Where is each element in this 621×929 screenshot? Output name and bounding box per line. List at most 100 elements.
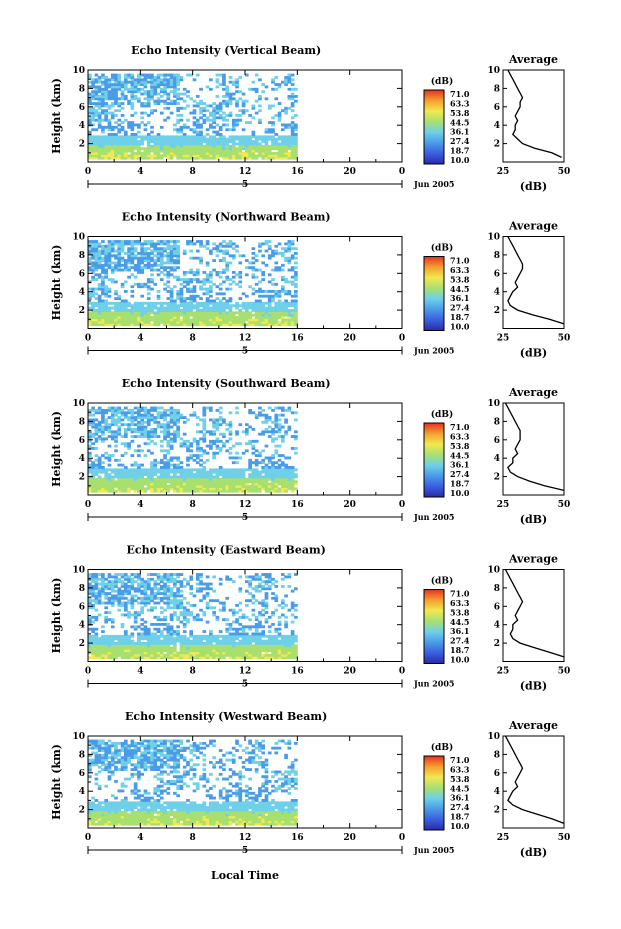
heatmap-cell (133, 656, 138, 660)
heatmap-cell (117, 430, 122, 434)
heatmap-cell (248, 480, 252, 484)
heatmap-cell (274, 630, 279, 633)
heatmap-cell (107, 463, 112, 467)
heatmap-cell (130, 83, 135, 86)
heatmap-cells (88, 73, 298, 160)
heatmap-cell (231, 149, 236, 153)
heatmap-cell (150, 97, 154, 101)
heatmap-cell (212, 489, 216, 493)
heatmap-cell (140, 147, 144, 151)
heatmap-cell (130, 418, 135, 422)
heatmap-cell (212, 135, 216, 139)
heatmap-cell (238, 118, 243, 122)
heatmap-cell (284, 311, 288, 315)
heatmap-cell (238, 135, 243, 139)
heatmap-cell (163, 480, 167, 484)
heatmap-cell (114, 80, 118, 84)
heatmap-cell (114, 411, 118, 415)
heatmap-cell (280, 637, 285, 641)
heatmap-cell (176, 137, 180, 141)
heatmap-cell (182, 637, 187, 641)
heatmap-cell (117, 240, 122, 243)
heatmap-cell (271, 309, 275, 312)
heatmap-cell (264, 313, 269, 317)
heatmap-cell (140, 608, 144, 612)
heatmap-cell (231, 489, 236, 493)
heatmap-cell (114, 240, 118, 243)
heatmap-cell (94, 618, 99, 622)
heatmap-cell (156, 630, 161, 633)
heatmap-cell (228, 304, 233, 308)
heatmap-cell (104, 487, 109, 491)
heatmap-cell (169, 634, 174, 638)
heatmap-cell (173, 466, 177, 469)
heatmap-cell (120, 480, 125, 484)
heatmap-cell (258, 311, 262, 315)
heatmap-cell (215, 320, 220, 324)
heatmap-cell (228, 637, 233, 641)
y-tick-label: 8 (79, 84, 85, 94)
heatmap-cell (120, 240, 125, 243)
heatmap-cell (104, 142, 109, 146)
heatmap-cell (261, 649, 266, 653)
heatmap-cell (212, 420, 216, 424)
heatmap-cell (91, 266, 95, 270)
heatmap-cell (235, 90, 239, 94)
heatmap-cell (91, 320, 95, 324)
heatmap-cell (163, 306, 167, 310)
heatmap-cell (173, 87, 177, 91)
heatmap-cell (137, 261, 141, 265)
heatmap-cell (189, 477, 194, 481)
heatmap-cell (150, 311, 154, 315)
heatmap-cell (110, 244, 115, 248)
heatmap-cell (176, 615, 180, 619)
heatmap-cell (133, 480, 138, 484)
heatmap-cell (146, 627, 151, 631)
heatmap-cell (192, 140, 197, 143)
heatmap-cell (264, 301, 269, 305)
heatmap-cell (202, 427, 207, 431)
heatmap-cell (110, 323, 115, 327)
heatmap-cell (225, 268, 230, 272)
heatmap-cell (143, 482, 148, 486)
heatmap-cell (130, 114, 135, 117)
heatmap-cell (287, 137, 292, 141)
heatmap-cell (156, 320, 161, 324)
heatmap-cell (189, 249, 194, 253)
heatmap-cell (186, 611, 190, 614)
heatmap-cell (235, 123, 239, 127)
heatmap-cell (159, 634, 164, 638)
heatmap-cell (212, 613, 216, 617)
heatmap-cell (238, 316, 243, 320)
heatmap-cell (280, 285, 285, 289)
heatmap-cell (267, 416, 272, 419)
heatmap-cell (205, 485, 210, 488)
heatmap-cell (97, 78, 102, 82)
heatmap-cell (159, 254, 164, 258)
heatmap-cell (254, 311, 259, 315)
heatmap-cell (110, 97, 115, 101)
heatmap-cell (88, 249, 92, 253)
heatmap-cell (179, 461, 184, 465)
heatmap-cell (123, 646, 128, 650)
heatmap-cell (222, 656, 226, 660)
heatmap-cell (173, 320, 177, 324)
heatmap-cell (248, 144, 252, 148)
heatmap-cell (97, 435, 102, 438)
heatmap-cell (277, 475, 282, 479)
heatmap-cell (150, 109, 154, 113)
heatmap-cell (107, 90, 112, 94)
heatmap-cell (123, 137, 128, 141)
heatmap-cell (238, 320, 243, 324)
heatmap-cell (166, 140, 171, 143)
heatmap-cell (104, 480, 109, 484)
heatmap-cell (130, 411, 135, 415)
x-tick-label: 12 (239, 500, 252, 510)
heatmap-cell (218, 116, 223, 120)
heatmap-cell (140, 244, 144, 248)
heatmap-cell (153, 263, 158, 267)
heatmap-cell (277, 458, 282, 462)
heatmap-cell (91, 418, 95, 422)
heatmap-cell (225, 304, 230, 308)
heatmap-cell (117, 420, 122, 424)
